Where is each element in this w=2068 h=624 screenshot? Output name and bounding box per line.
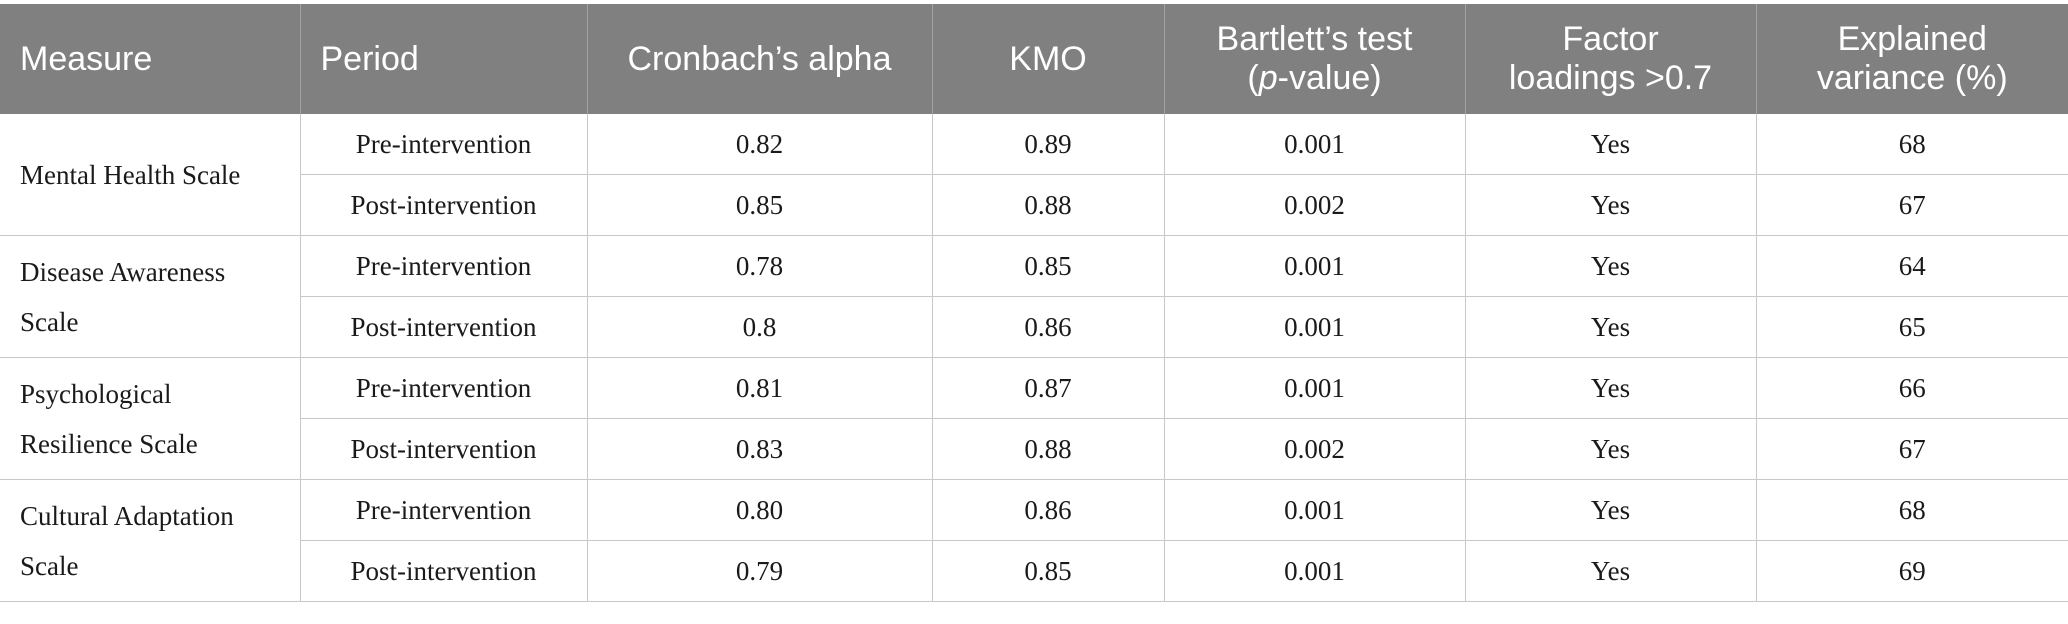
bartlett-cell: 0.002 bbox=[1164, 174, 1466, 236]
period-cell: Pre-intervention bbox=[300, 114, 588, 175]
alpha-cell: 0.81 bbox=[587, 357, 933, 419]
variance-cell: 68 bbox=[1756, 479, 2068, 541]
bartlett-cell: 0.001 bbox=[1164, 114, 1466, 175]
bartlett-cell: 0.001 bbox=[1164, 296, 1466, 358]
reliability-validity-table: Measure Period Cronbach’s alpha KMO Bart… bbox=[0, 4, 2068, 602]
period-cell: Pre-intervention bbox=[300, 235, 588, 297]
alpha-cell: 0.85 bbox=[587, 174, 933, 236]
header-measure: Measure bbox=[0, 4, 301, 114]
loadings-cell: Yes bbox=[1465, 174, 1757, 236]
header-bartlett-test: Bartlett’s test (p-value) bbox=[1164, 4, 1466, 114]
loadings-cell: Yes bbox=[1465, 540, 1757, 602]
period-cell: Post-intervention bbox=[300, 296, 588, 358]
header-cronbach-alpha: Cronbach’s alpha bbox=[587, 4, 933, 114]
header-row: Measure Period Cronbach’s alpha KMO Bart… bbox=[0, 4, 2068, 114]
variance-cell: 69 bbox=[1756, 540, 2068, 602]
period-cell: Post-intervention bbox=[300, 418, 588, 480]
alpha-cell: 0.79 bbox=[587, 540, 933, 602]
table-row: Post-intervention 0.79 0.85 0.001 Yes 69 bbox=[0, 540, 2068, 602]
table-row: Disease Awareness Scale Pre-intervention … bbox=[0, 235, 2068, 358]
kmo-cell: 0.85 bbox=[932, 235, 1165, 297]
kmo-cell: 0.85 bbox=[932, 540, 1165, 602]
period-cell: Post-intervention bbox=[300, 174, 588, 236]
kmo-cell: 0.88 bbox=[932, 174, 1165, 236]
table-row: Cultural Adaptation Scale Pre-interventio… bbox=[0, 479, 2068, 602]
table-row: Post-intervention 0.8 0.86 0.001 Yes 65 bbox=[0, 296, 2068, 358]
table-row: Psychological Resilience Scale Pre-interv… bbox=[0, 357, 2068, 480]
table-row: Post-intervention 0.83 0.88 0.002 Yes 67 bbox=[0, 418, 2068, 480]
variance-cell: 67 bbox=[1756, 174, 2068, 236]
alpha-cell: 0.82 bbox=[587, 114, 933, 175]
variance-cell: 67 bbox=[1756, 418, 2068, 480]
kmo-cell: 0.86 bbox=[932, 296, 1165, 358]
period-cell: Pre-intervention bbox=[300, 479, 588, 541]
kmo-cell: 0.89 bbox=[932, 114, 1165, 175]
alpha-cell: 0.83 bbox=[587, 418, 933, 480]
header-kmo: KMO bbox=[932, 4, 1165, 114]
measure-cell: Mental Health Scale bbox=[0, 114, 301, 236]
variance-cell: 64 bbox=[1756, 235, 2068, 297]
kmo-cell: 0.88 bbox=[932, 418, 1165, 480]
variance-cell: 65 bbox=[1756, 296, 2068, 358]
loadings-cell: Yes bbox=[1465, 357, 1757, 419]
period-cell: Post-intervention bbox=[300, 540, 588, 602]
alpha-cell: 0.8 bbox=[587, 296, 933, 358]
period-cell: Pre-intervention bbox=[300, 357, 588, 419]
header-factor-loadings: Factor loadings >0.7 bbox=[1465, 4, 1757, 114]
header-explained-variance: Explained variance (%) bbox=[1756, 4, 2068, 114]
kmo-cell: 0.86 bbox=[932, 479, 1165, 541]
bartlett-cell: 0.002 bbox=[1164, 418, 1466, 480]
loadings-cell: Yes bbox=[1465, 235, 1757, 297]
bartlett-cell: 0.001 bbox=[1164, 540, 1466, 602]
variance-cell: 66 bbox=[1756, 357, 2068, 419]
kmo-cell: 0.87 bbox=[932, 357, 1165, 419]
loadings-cell: Yes bbox=[1465, 479, 1757, 541]
alpha-cell: 0.78 bbox=[587, 235, 933, 297]
bartlett-cell: 0.001 bbox=[1164, 235, 1466, 297]
measure-cell: Cultural Adaptation Scale bbox=[0, 479, 301, 602]
alpha-cell: 0.80 bbox=[587, 479, 933, 541]
table-row: Mental Health Scale Pre-intervention 0.8… bbox=[0, 114, 2068, 236]
measure-cell: Disease Awareness Scale bbox=[0, 235, 301, 358]
bartlett-cell: 0.001 bbox=[1164, 479, 1466, 541]
table-row: Post-intervention 0.85 0.88 0.002 Yes 67 bbox=[0, 174, 2068, 236]
measure-cell: Psychological Resilience Scale bbox=[0, 357, 301, 480]
header-period: Period bbox=[300, 4, 588, 114]
loadings-cell: Yes bbox=[1465, 114, 1757, 175]
bartlett-cell: 0.001 bbox=[1164, 357, 1466, 419]
loadings-cell: Yes bbox=[1465, 296, 1757, 358]
loadings-cell: Yes bbox=[1465, 418, 1757, 480]
variance-cell: 68 bbox=[1756, 114, 2068, 175]
